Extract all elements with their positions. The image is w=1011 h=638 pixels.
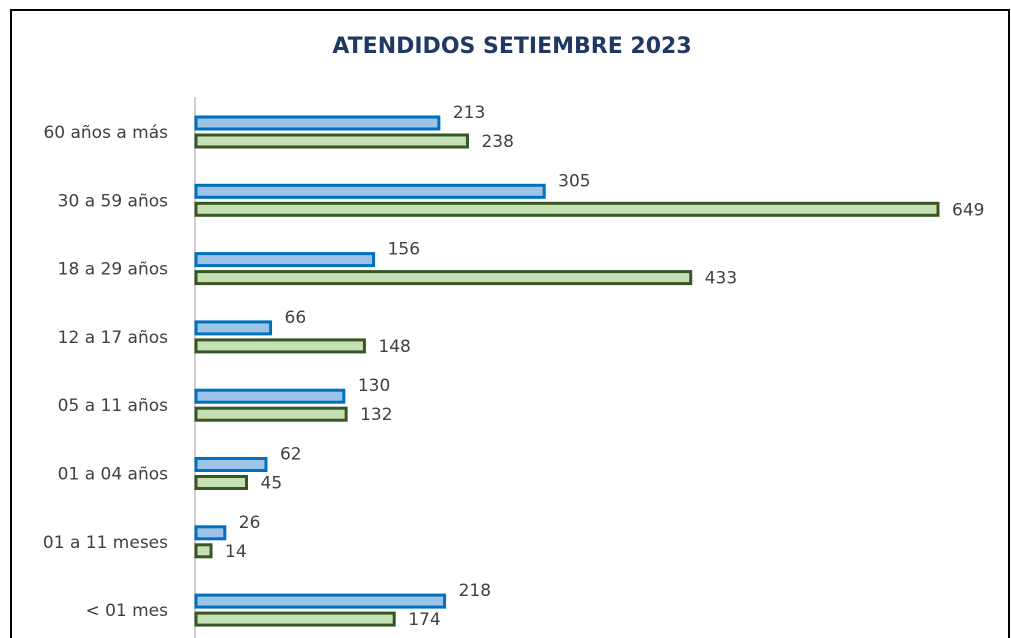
data-label: 305 [558,171,590,191]
y-tick-label: 60 años a más [43,123,168,143]
frame [10,9,1010,638]
y-tick-label: 05 a 11 años [58,396,168,416]
bar [194,320,273,336]
data-label: 433 [705,269,737,289]
bar [194,406,348,422]
data-label: 238 [481,132,513,152]
y-tick-label: 30 a 59 años [58,191,168,211]
chart-title: ATENDIDOS SETIEMBRE 2023 [332,34,691,59]
data-label: 66 [285,308,307,328]
bar [194,115,441,131]
bar [194,388,346,404]
data-label: 156 [388,240,420,260]
data-label: 213 [453,103,485,123]
data-label: 132 [360,405,392,425]
data-label: 45 [261,474,283,494]
data-label: 218 [459,581,491,601]
bar [194,543,213,559]
bar [194,475,249,490]
bar [194,593,447,609]
y-tick-label: 01 a 11 meses [43,533,168,553]
data-label: 14 [225,542,247,562]
y-tick-label: 01 a 04 años [58,465,168,485]
y-tick-label: < 01 mes [85,601,168,621]
data-label: 26 [239,513,261,533]
bar [194,611,396,627]
bar [194,252,376,268]
bar [194,183,546,199]
data-label: 148 [378,337,410,357]
data-label: 649 [952,200,984,220]
bar [194,201,940,217]
bar [194,525,227,541]
y-tick-label: 12 a 17 años [58,328,168,348]
bar [194,338,366,354]
bar [194,133,469,149]
data-label: 62 [280,445,302,465]
data-label: 174 [408,610,440,630]
bar [194,457,268,472]
bar [194,270,693,286]
y-tick-label: 18 a 29 años [58,260,168,280]
data-label: 130 [358,376,390,396]
